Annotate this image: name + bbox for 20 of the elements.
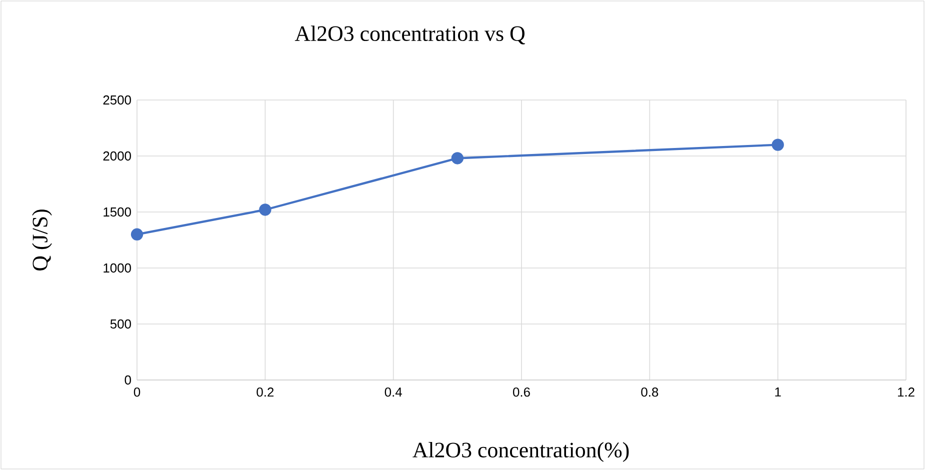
- y-tick-label: 0: [124, 375, 131, 385]
- x-tick-label: 0.6: [513, 388, 530, 397]
- x-tick-label: 1: [775, 388, 781, 396]
- point: [130, 228, 144, 240]
- x-tick-label: 0: [134, 388, 140, 397]
- y-tick-label: 1000: [104, 263, 131, 273]
- x-tick-label: 0.4: [384, 388, 402, 397]
- y-tick-label: 1500: [104, 207, 131, 217]
- point: [451, 152, 464, 164]
- y-tick-label: 2500: [103, 95, 131, 105]
- x-tick-label: 0.2: [256, 388, 274, 397]
- chart-title: Al2O3 concentration vs Q: [294, 26, 525, 44]
- x-axis-title: Al2O3 concentration(%): [412, 442, 629, 462]
- x-tick-label: 0.8: [641, 388, 658, 397]
- y-tick-label: 2000: [103, 151, 131, 161]
- x-tick-label: 1.2: [898, 388, 914, 397]
- y-axis-title: Q (J/S): [32, 210, 52, 270]
- point: [259, 204, 272, 216]
- y-tick-label: 500: [110, 319, 131, 329]
- point: [772, 138, 784, 151]
